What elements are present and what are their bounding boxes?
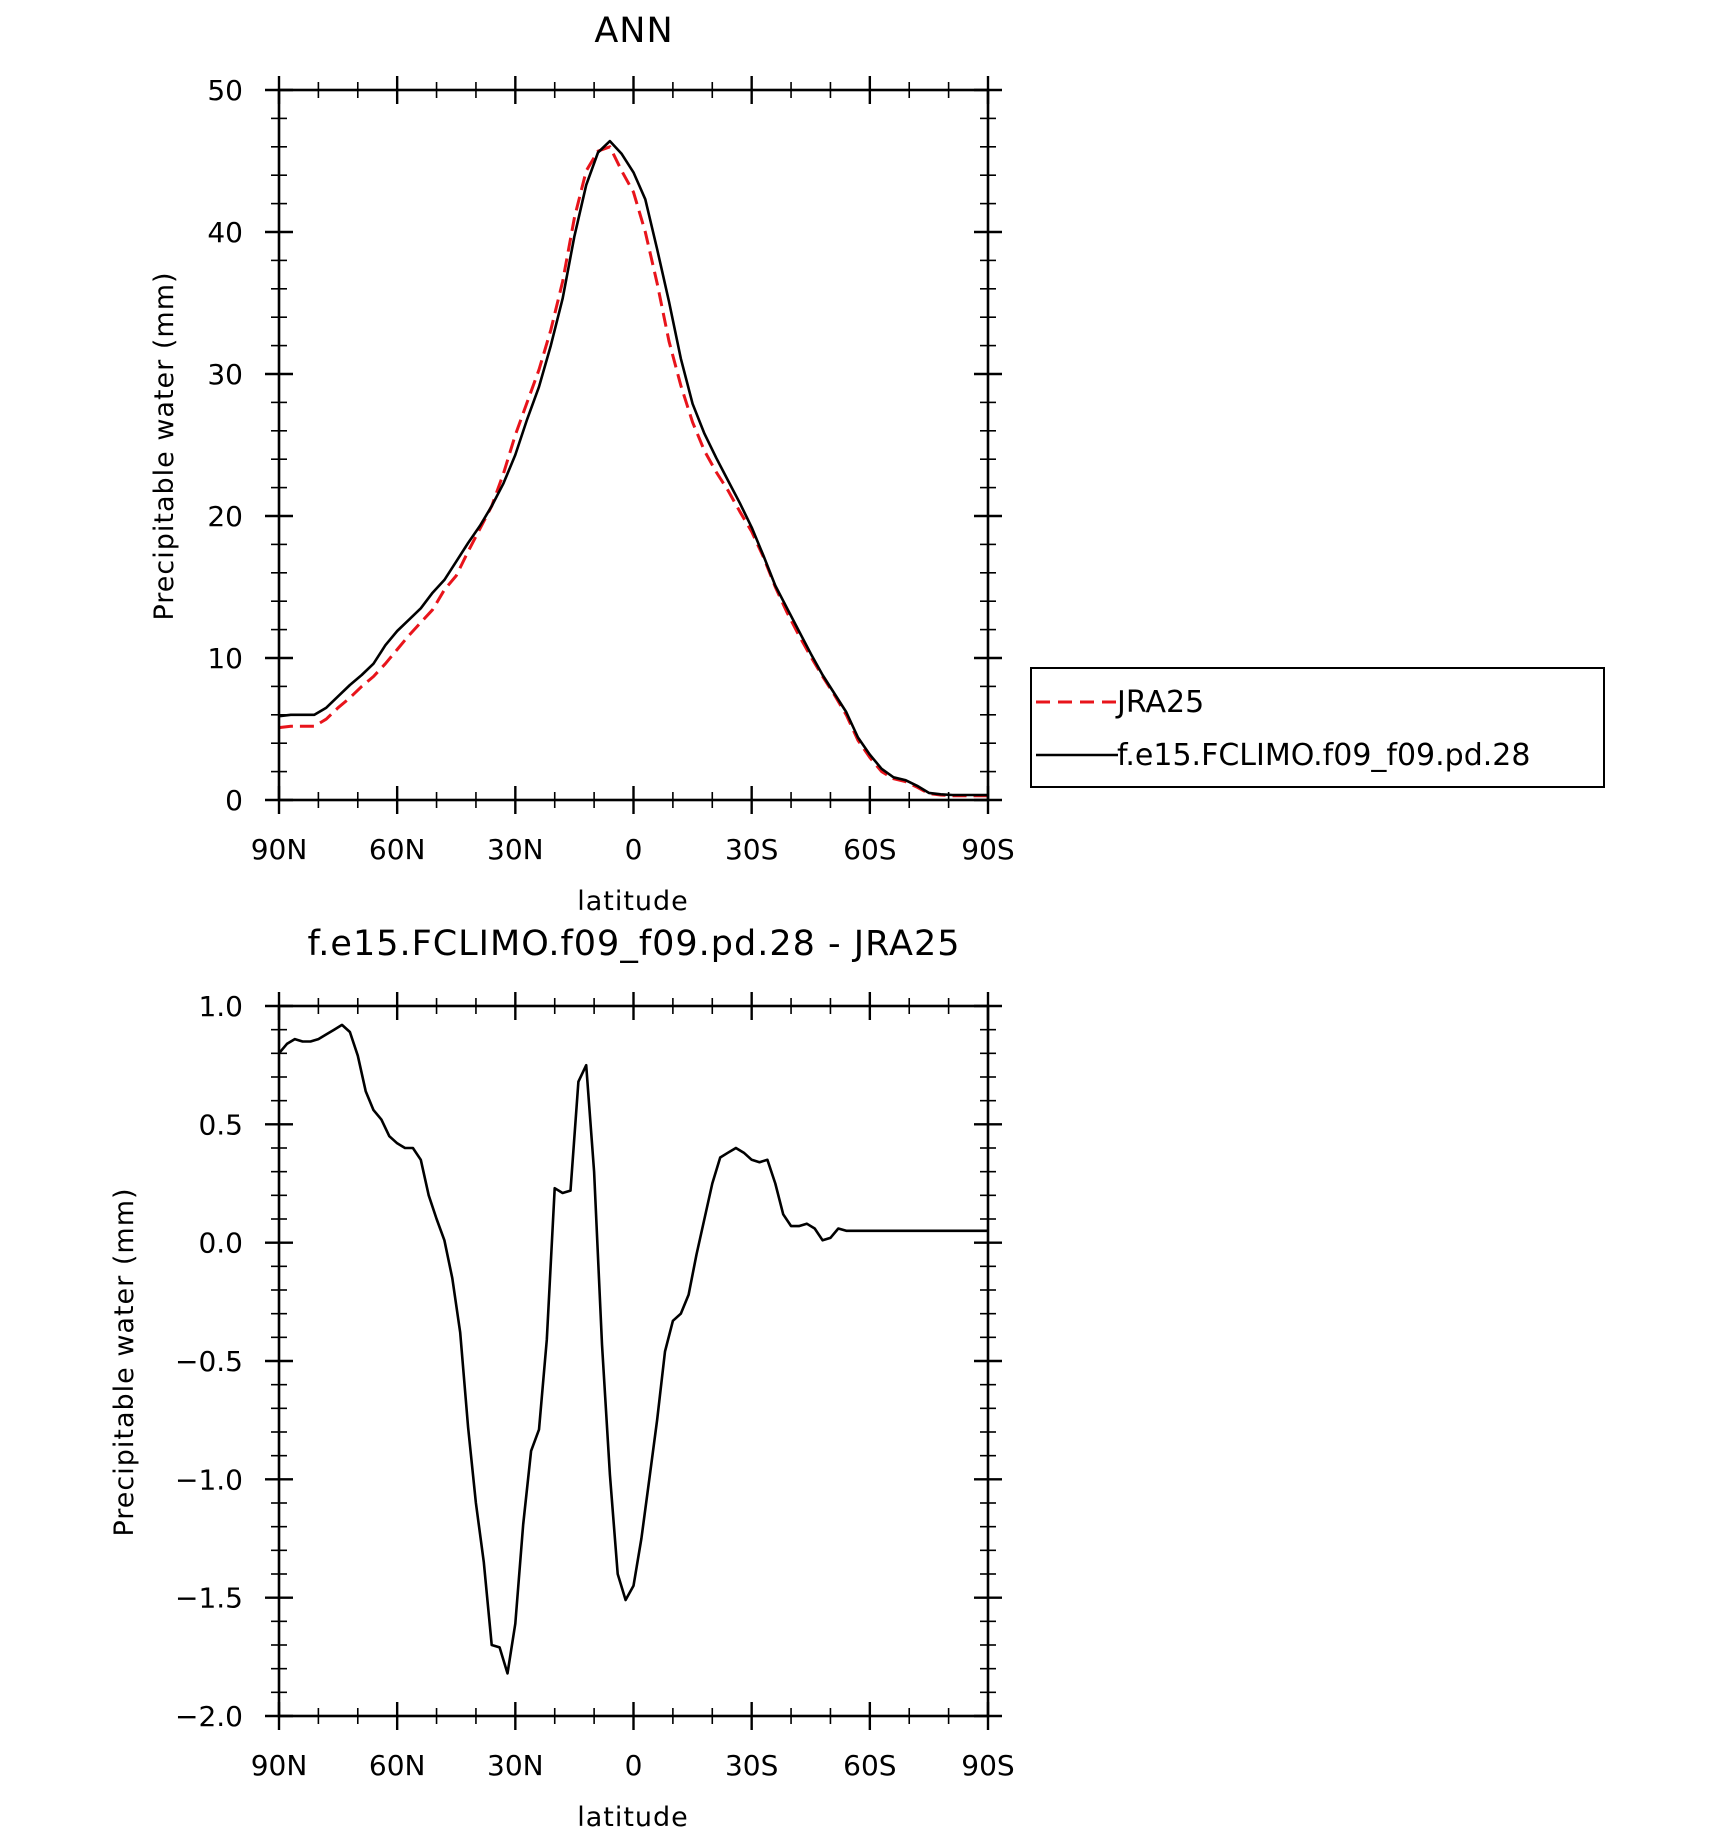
legend-label-jra25: JRA25 bbox=[1115, 685, 1204, 720]
chart-title: ANN bbox=[594, 11, 673, 51]
y-tick-label: 0.5 bbox=[198, 1108, 243, 1141]
y-axis-label: Precipitable water (mm) bbox=[149, 271, 180, 620]
x-tick-label: 0 bbox=[625, 833, 643, 866]
x-tick-label: 30S bbox=[725, 833, 778, 866]
y-tick-label: 0.0 bbox=[198, 1227, 243, 1260]
x-tick-label: 90N bbox=[251, 1749, 308, 1782]
plot-frame bbox=[277, 1004, 990, 1718]
y-tick-label: −1.5 bbox=[175, 1582, 243, 1615]
x-tick-label: 90N bbox=[251, 833, 308, 866]
x-tick-label: 60N bbox=[369, 833, 426, 866]
x-axis-tick-labels: 90N 60N 30N 0 30S 60S 90S bbox=[251, 1749, 1015, 1782]
x-tick-label: 30N bbox=[487, 1749, 544, 1782]
series-line-difference bbox=[278, 1023, 988, 1675]
y-tick-label: 10 bbox=[207, 642, 243, 675]
plot-series bbox=[278, 139, 988, 798]
x-axis-tick-labels: 90N 60N 30N 0 30S 60S 90S bbox=[251, 833, 1015, 866]
y-tick-label: 30 bbox=[207, 358, 243, 391]
y-tick-label: 40 bbox=[207, 216, 243, 249]
y-axis-tick-labels: 0 10 20 30 40 50 bbox=[207, 74, 243, 817]
y-tick-label: 20 bbox=[207, 500, 243, 533]
x-tick-label: 60S bbox=[843, 1749, 896, 1782]
y-axis-tick-labels: 1.0 0.5 0.0 −0.5 −1.0 −1.5 −2.0 bbox=[175, 990, 243, 1733]
chart-annual: ANN 90N 60N 30N 0 30S 60S 90S 0 10 20 30 40 50 lati… bbox=[149, 11, 1605, 917]
axis-ticks bbox=[265, 992, 1002, 1730]
x-tick-label: 30S bbox=[725, 1749, 778, 1782]
y-axis-label: Precipitable water (mm) bbox=[109, 1187, 140, 1536]
x-axis-label: latitude bbox=[577, 886, 689, 917]
y-tick-label: −2.0 bbox=[175, 1700, 243, 1733]
chart-title: f.e15.FCLIMO.f09_f09.pd.28 - JRA25 bbox=[308, 924, 961, 964]
x-axis-label: latitude bbox=[577, 1802, 689, 1833]
x-tick-label: 0 bbox=[625, 1749, 643, 1782]
x-tick-label: 60N bbox=[369, 1749, 426, 1782]
series-line-jra25 bbox=[278, 145, 988, 798]
y-tick-label: 1.0 bbox=[198, 990, 243, 1023]
y-tick-label: 50 bbox=[207, 74, 243, 107]
y-tick-label: 0 bbox=[225, 784, 243, 817]
series-line-f-e15-fclimo-f09-f09-pd-28 bbox=[278, 139, 988, 797]
chart-difference: f.e15.FCLIMO.f09_f09.pd.28 - JRA25 90N 60… bbox=[109, 924, 1015, 1833]
legend-label-model: f.e15.FCLIMO.f09_f09.pd.28 bbox=[1117, 738, 1530, 773]
legend-box bbox=[1030, 667, 1605, 788]
plot-series bbox=[278, 1023, 988, 1675]
x-tick-label: 90S bbox=[961, 1749, 1014, 1782]
y-tick-label: −0.5 bbox=[175, 1345, 243, 1378]
x-tick-label: 30N bbox=[487, 833, 544, 866]
x-tick-label: 60S bbox=[843, 833, 896, 866]
y-tick-label: −1.0 bbox=[175, 1463, 243, 1496]
x-tick-label: 90S bbox=[961, 833, 1014, 866]
axis-ticks bbox=[265, 76, 1002, 814]
legend: JRA25 f.e15.FCLIMO.f09_f09.pd.28 bbox=[1030, 667, 1605, 788]
